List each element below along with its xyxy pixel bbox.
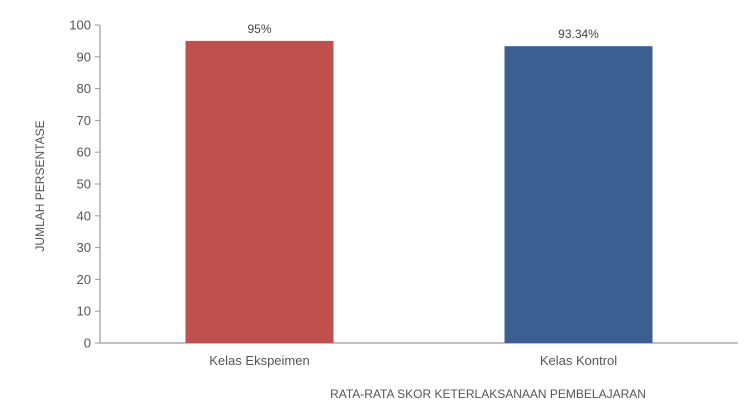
y-tick-label: 100 — [69, 18, 91, 33]
y-axis-title: JUMLAH PERSENTASE — [33, 120, 47, 251]
bar-2 — [504, 46, 653, 343]
y-tick-label: 80 — [77, 81, 91, 96]
data-label-2: 93.34% — [558, 27, 599, 41]
category-labels-layer: Kelas Ekspeimen Kelas Kontrol — [209, 353, 617, 368]
y-tick-label: 90 — [77, 49, 91, 64]
y-ticks: 0 10 20 30 40 50 60 70 80 90 100 — [69, 18, 100, 351]
x-axis-title: RATA-RATA SKOR KETERLAKSANAAN PEMBELAJAR… — [330, 387, 646, 401]
y-tick-label: 10 — [77, 304, 91, 319]
data-labels-layer: 95% 93.34% — [247, 22, 599, 41]
y-tick-label: 70 — [77, 113, 91, 128]
y-tick-label: 30 — [77, 240, 91, 255]
data-label-1: 95% — [247, 22, 271, 36]
bars-layer — [185, 40, 653, 344]
bar-1 — [185, 40, 334, 344]
y-tick-label: 0 — [84, 336, 91, 351]
y-tick-label: 20 — [77, 272, 91, 287]
y-tick-label: 40 — [77, 208, 91, 223]
y-tick-label: 50 — [77, 177, 91, 192]
category-label-2: Kelas Kontrol — [540, 353, 617, 368]
category-label-1: Kelas Ekspeimen — [209, 353, 309, 368]
y-tick-label: 60 — [77, 145, 91, 160]
